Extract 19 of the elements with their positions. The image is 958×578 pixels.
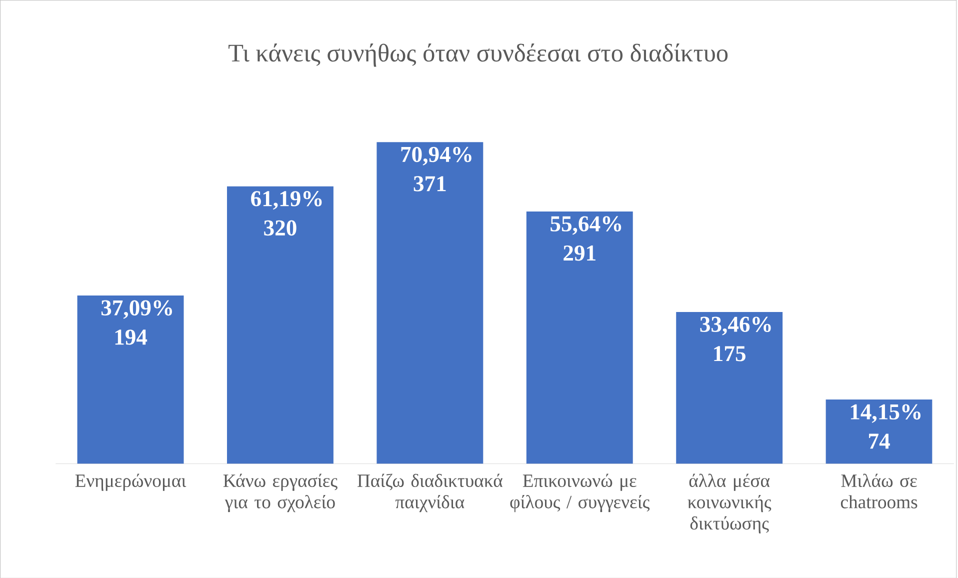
x-tick-label: Παίζω διαδικτυακά παιχνίδια xyxy=(358,474,502,512)
bar xyxy=(826,399,932,464)
x-tick-label: Μιλάω σε chatrooms xyxy=(840,474,918,508)
bar xyxy=(77,295,184,464)
bar xyxy=(376,142,484,464)
data-label: 14,15% 74 xyxy=(850,404,920,448)
x-tick-label: Κάνω εργασίες για το σχολείο xyxy=(223,474,338,512)
data-label: 33,46% 175 xyxy=(700,316,771,362)
x-tick-label: άλλα μέσα κοινωνικής δικτύωσης xyxy=(688,474,772,534)
bar xyxy=(676,312,783,464)
data-label: 61,19% 320 xyxy=(251,190,322,236)
data-label: 70,94% 371 xyxy=(401,146,472,192)
bar xyxy=(227,186,334,464)
bar xyxy=(526,211,633,464)
chart-title: Τι κάνεις συνήθως όταν συνδέεσαι στο διαδίκτυο xyxy=(228,43,728,67)
x-tick-label: Ενημερώνομαι xyxy=(75,474,186,491)
data-label: 55,64% 291 xyxy=(550,216,622,261)
x-tick-label: Επικοινωνώ με φίλους / συγγενείς xyxy=(510,474,650,512)
data-label: 37,09% 194 xyxy=(101,300,172,345)
